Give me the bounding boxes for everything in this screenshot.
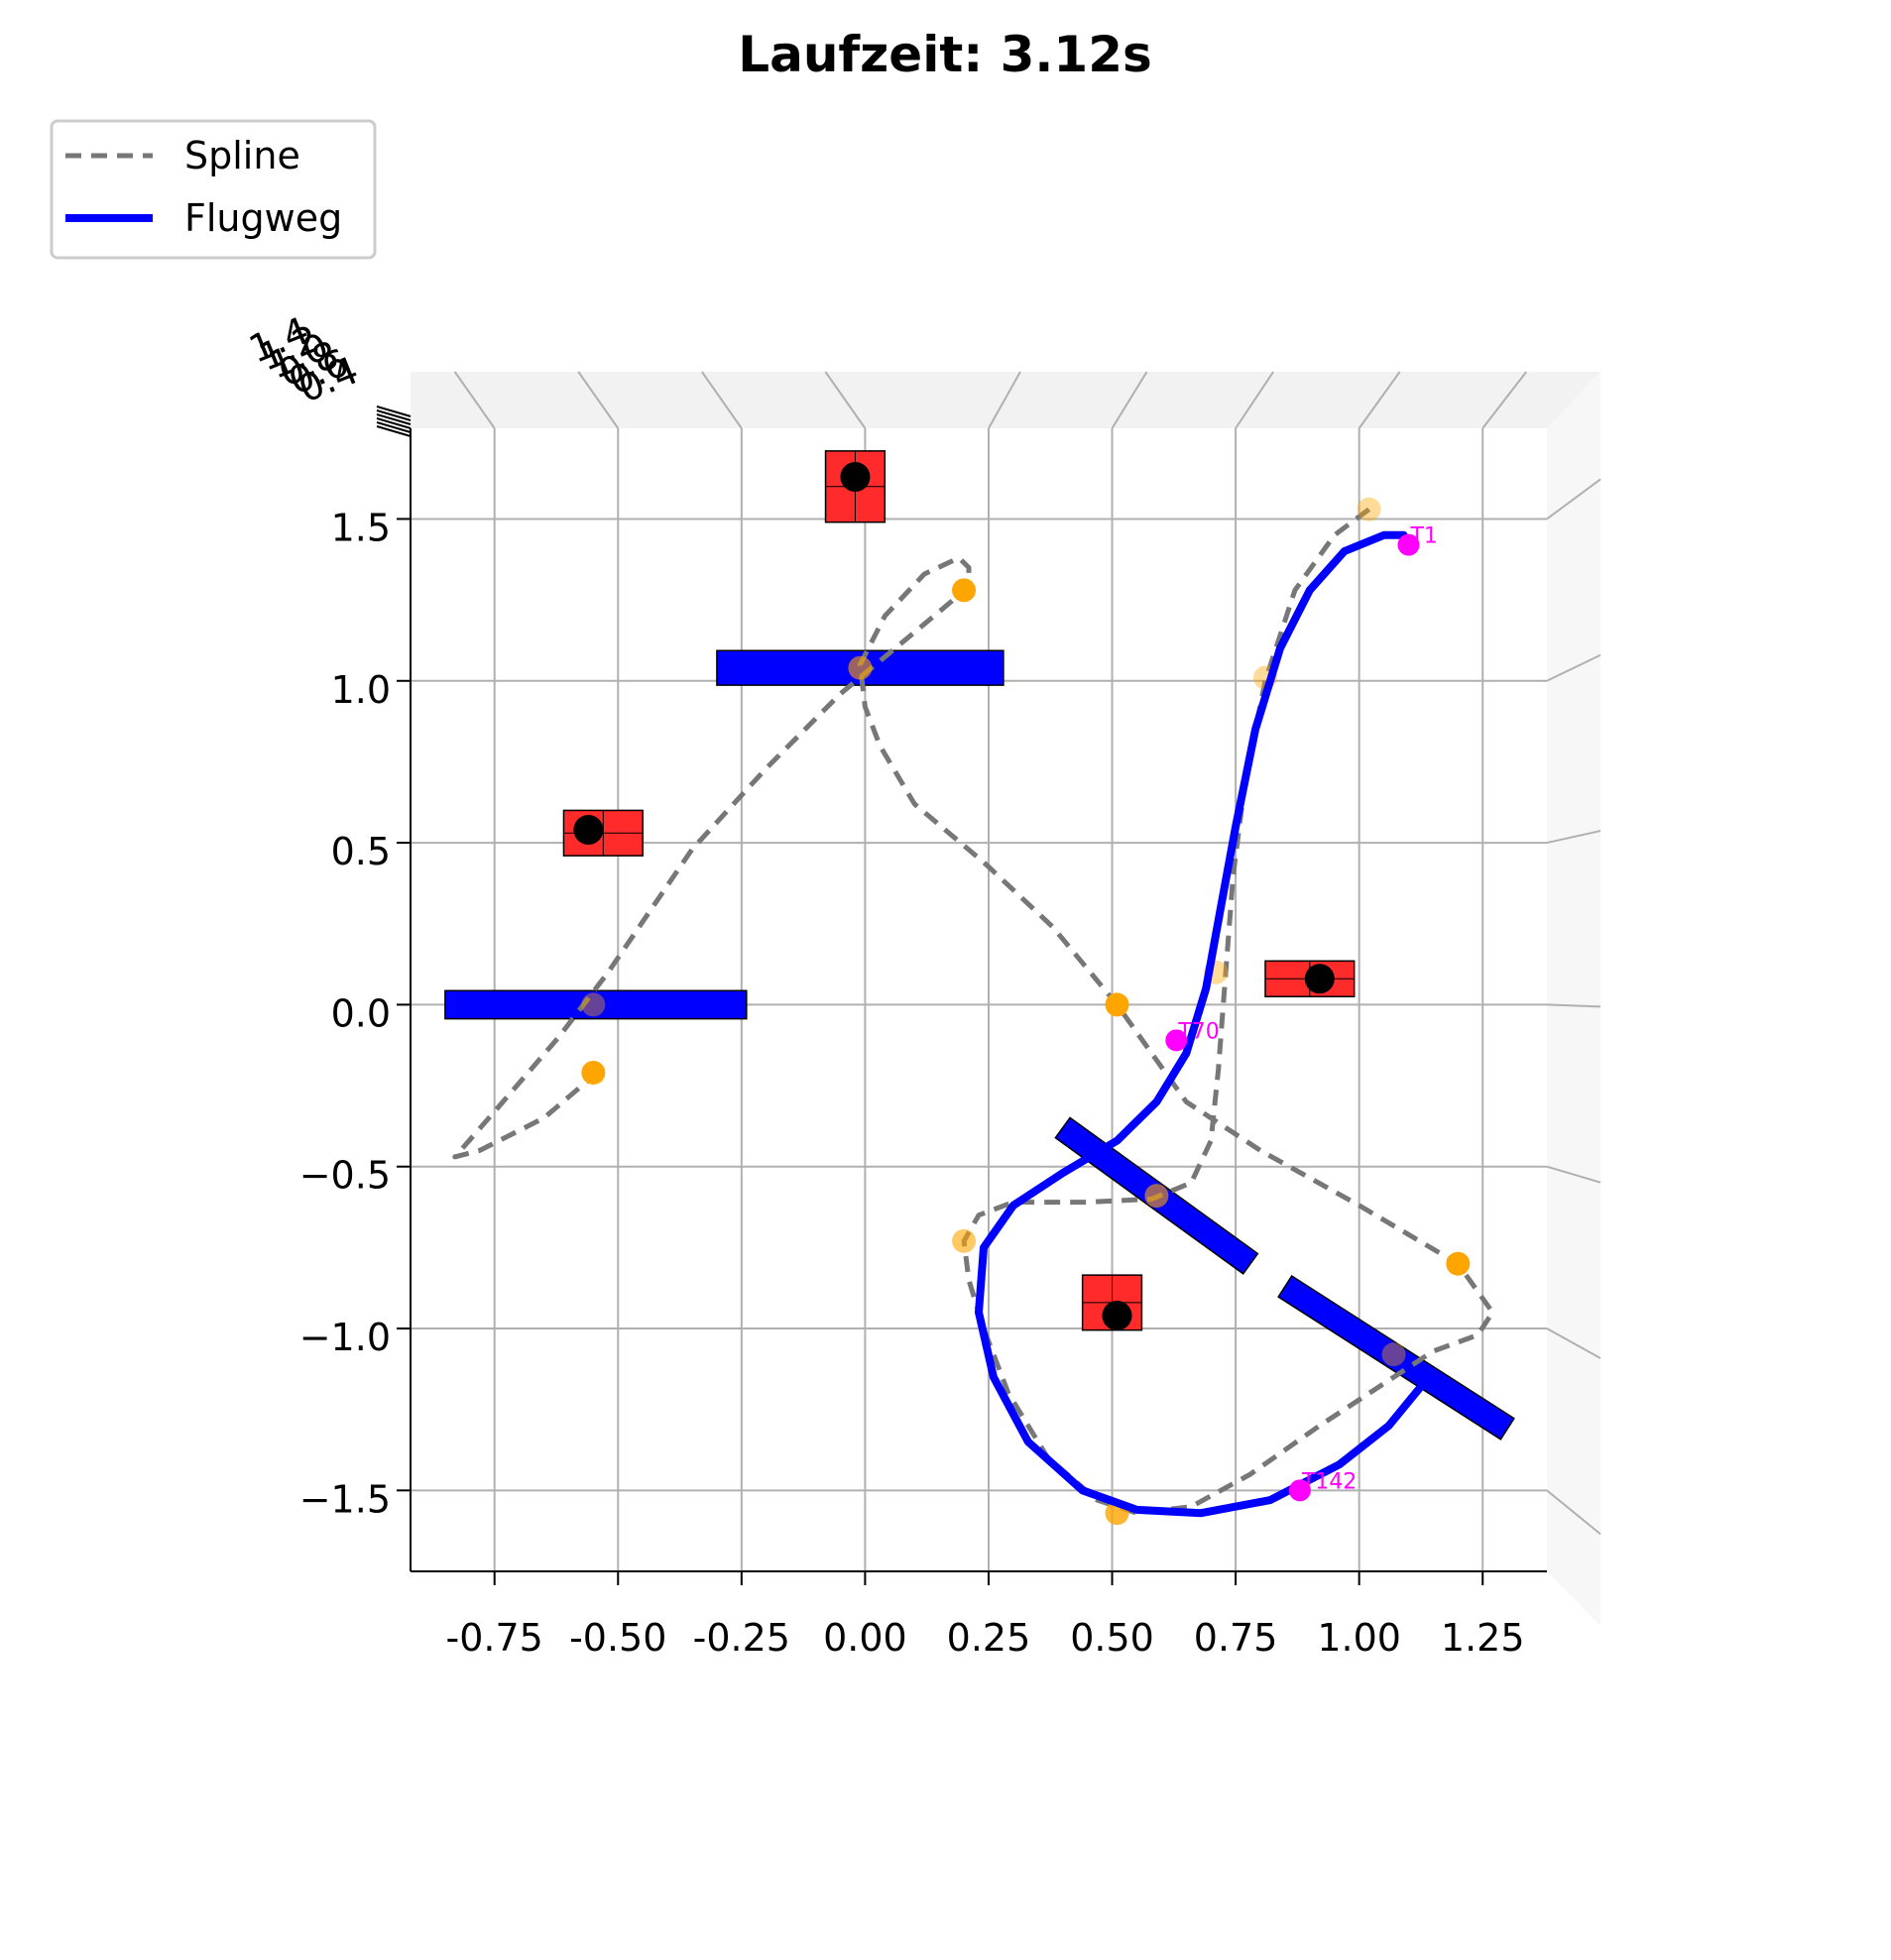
- grid-line-x-top: [453, 371, 496, 429]
- trajectory-marker: [1165, 1029, 1188, 1052]
- gate-bar: [1277, 1274, 1515, 1441]
- trajectory-marker: [1288, 1479, 1311, 1502]
- x-tick-label: -0.50: [569, 1616, 666, 1660]
- x-tick-label: 1.25: [1441, 1616, 1525, 1660]
- x-tick-label: 0.50: [1070, 1616, 1154, 1660]
- waypoint-dot: [1105, 992, 1129, 1017]
- x-tick-label: 0.25: [947, 1616, 1031, 1660]
- grid-line-y-side: [1546, 1489, 1601, 1536]
- z-ticks: 1.41.21.00.80.60.4: [243, 308, 412, 437]
- waypoint-dot: [1381, 1342, 1406, 1367]
- y-tick-label: −1.0: [299, 1316, 391, 1359]
- chart-title: Laufzeit: 3.12s: [738, 26, 1152, 83]
- axes-3d: -0.75 -0.50 -0.25 0.00 0.25 0.50 0.75 1.00 1.25 …: [243, 308, 1601, 1660]
- x-tick-label: -0.75: [446, 1616, 543, 1660]
- legend: Spline Flugweg: [50, 119, 377, 260]
- legend-label-spline: Spline: [184, 134, 300, 177]
- x-ticks: -0.75 -0.50 -0.25 0.00 0.25 0.50 0.75 1.00 1.25: [446, 1571, 1525, 1660]
- grid-line-x-top: [1358, 371, 1401, 429]
- waypoint-dot: [581, 1060, 606, 1085]
- y-tick-label: 1.5: [331, 506, 391, 549]
- grid-line-x-top: [701, 371, 743, 429]
- grid-line-y-side: [1546, 1327, 1601, 1359]
- x-tick-label: 0.75: [1194, 1616, 1278, 1660]
- obstacle-center-dot: [1102, 1300, 1132, 1330]
- y-tick-label: −1.5: [299, 1477, 391, 1521]
- z-tick-mark: [376, 409, 412, 421]
- grid-line-x-top: [1235, 371, 1274, 429]
- grid-line-x-top: [824, 371, 867, 429]
- z-tick-mark: [376, 413, 412, 425]
- plot-area: T1 T70 T142: [444, 450, 1515, 1526]
- waypoint-dot: [1144, 1184, 1169, 1209]
- grid-line-y-side: [1546, 478, 1601, 520]
- waypoint-dot: [952, 578, 977, 603]
- y-tick-label: −0.5: [299, 1154, 391, 1198]
- trajectory-marker: [1397, 533, 1420, 556]
- legend-label-flugweg: Flugweg: [184, 196, 342, 240]
- waypoint-dot: [1357, 497, 1381, 521]
- flight-path-line: [975, 530, 1428, 1518]
- y-tick-label: 0.5: [331, 830, 391, 873]
- y-ticks: 1.5 1.0 0.5 0.0 −0.5 −1.0 −1.5: [299, 506, 411, 1521]
- grid-line-y-side: [1546, 1165, 1601, 1184]
- grid-line-y-side: [1546, 653, 1601, 682]
- y-tick-label: 0.0: [331, 991, 391, 1035]
- obstacle-center-dot: [1304, 964, 1335, 994]
- x-tick-label: -0.25: [693, 1616, 790, 1660]
- z-tick-mark: [376, 421, 412, 433]
- x-tick-label: 1.00: [1317, 1616, 1401, 1660]
- waypoint-dot: [952, 1228, 977, 1253]
- gate-bar: [444, 989, 748, 1020]
- trajectory-marker-label: T70: [1177, 1019, 1219, 1044]
- trajectory-marker-label: T142: [1301, 1469, 1357, 1494]
- waypoint-dot: [581, 992, 606, 1017]
- z-tick-mark: [376, 425, 412, 437]
- back-pane-right: [1547, 372, 1600, 1626]
- waypoint-dot: [1446, 1251, 1471, 1276]
- grid-line-x-top: [1111, 371, 1148, 429]
- grid-line-y-side: [1546, 1003, 1601, 1008]
- grid-line-x-top: [577, 371, 620, 429]
- grid-line-x-top: [1481, 371, 1528, 429]
- waypoint-dot: [848, 655, 873, 680]
- y-tick-label: 1.0: [331, 668, 391, 712]
- z-tick-mark: [376, 417, 412, 429]
- obstacle-center-dot: [840, 461, 871, 492]
- grid-line-x-top: [988, 371, 1021, 429]
- grid-line-y-side: [1546, 830, 1601, 845]
- obstacle-center-dot: [573, 815, 604, 846]
- z-tick-mark: [376, 405, 412, 417]
- trajectory-marker-label: T1: [1409, 524, 1437, 549]
- x-tick-label: 0.00: [823, 1616, 907, 1660]
